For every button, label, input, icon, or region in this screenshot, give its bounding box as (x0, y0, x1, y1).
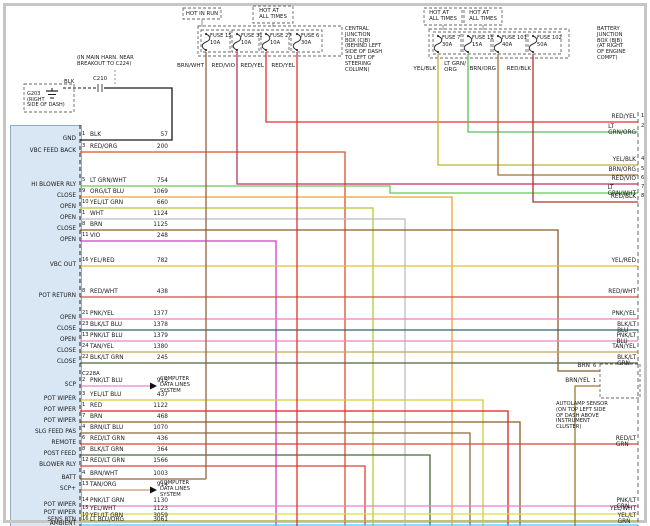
fuse-symbol-icon (201, 33, 211, 51)
fuse-terminal (204, 48, 208, 52)
fuse-terminal (531, 50, 535, 54)
fuse-cell-fuse-31 (231, 29, 260, 53)
fuse-cell-fuse-15 (200, 29, 231, 53)
wire-org-lt-blu (80, 196, 453, 526)
fuse-terminal (436, 50, 440, 54)
wire-brn (80, 229, 600, 372)
wire-red-yel-feed (265, 52, 638, 123)
fuse-terminal (264, 48, 268, 52)
fuse-terminal (264, 32, 268, 36)
fuse-terminal (466, 50, 470, 54)
wire-blk-lt-grn (80, 454, 431, 526)
hot-at-all-times-box-cjb (252, 5, 294, 24)
fuse-terminal (204, 32, 208, 36)
wire-red-vio-feed (236, 52, 638, 185)
wire-red-lt-grn (80, 465, 366, 526)
wire-yel-lt-grn (80, 207, 374, 526)
autolamp-sensor-box (599, 363, 641, 399)
fuse-terminal (436, 34, 440, 38)
wire-red (80, 410, 509, 526)
wire-yel-blk-feed (437, 54, 638, 166)
wire-lt-grn-wht (80, 185, 638, 194)
arrow-icon (150, 486, 157, 494)
wire-brn-lt-blu (80, 432, 471, 526)
wire-vio (80, 240, 277, 526)
arrow-icon (150, 382, 157, 390)
fuse-symbol-icon (528, 35, 538, 53)
wire-red-blk-feed (532, 54, 638, 203)
wire-brn-org-feed (497, 54, 638, 176)
fuse-terminal (531, 34, 535, 38)
left-connector-box (10, 125, 82, 526)
fuse-cell-fuse-102 (527, 31, 562, 55)
fuse-terminal (295, 48, 299, 52)
fuse-terminal (466, 34, 470, 38)
fuse-cell-fuse-6 (290, 29, 323, 53)
fuse-symbol-icon (493, 35, 503, 53)
wire-blk (80, 87, 173, 141)
wire-lt-grn-org-feed (467, 54, 638, 133)
wire-brn-yel-sensor (574, 385, 600, 526)
g203-box (23, 83, 75, 113)
bjb-box (428, 28, 570, 59)
hot-at-all-times-box-bjb1 (423, 7, 463, 26)
hot-in-run-box (182, 7, 222, 20)
fuse-terminal (235, 48, 239, 52)
fuse-symbol-icon (292, 33, 302, 51)
wire-yel-lt-blu (80, 399, 484, 526)
wire-red-org (80, 151, 346, 526)
fuse-symbol-icon (463, 35, 473, 53)
fuse-terminal (235, 32, 239, 36)
fuse-symbol-icon (261, 33, 271, 51)
fuse-cell-fuse-101 (492, 31, 527, 55)
fuse-symbol-icon (232, 33, 242, 51)
hot-at-all-times-box-bjb2 (463, 7, 503, 26)
fuse-terminal (496, 50, 500, 54)
fuse-terminal (295, 32, 299, 36)
fuse-symbol-icon (433, 35, 443, 53)
fuse-terminal (496, 34, 500, 38)
wire-wht (80, 218, 406, 526)
wire-brn (80, 421, 521, 526)
cjb-box (197, 25, 343, 57)
